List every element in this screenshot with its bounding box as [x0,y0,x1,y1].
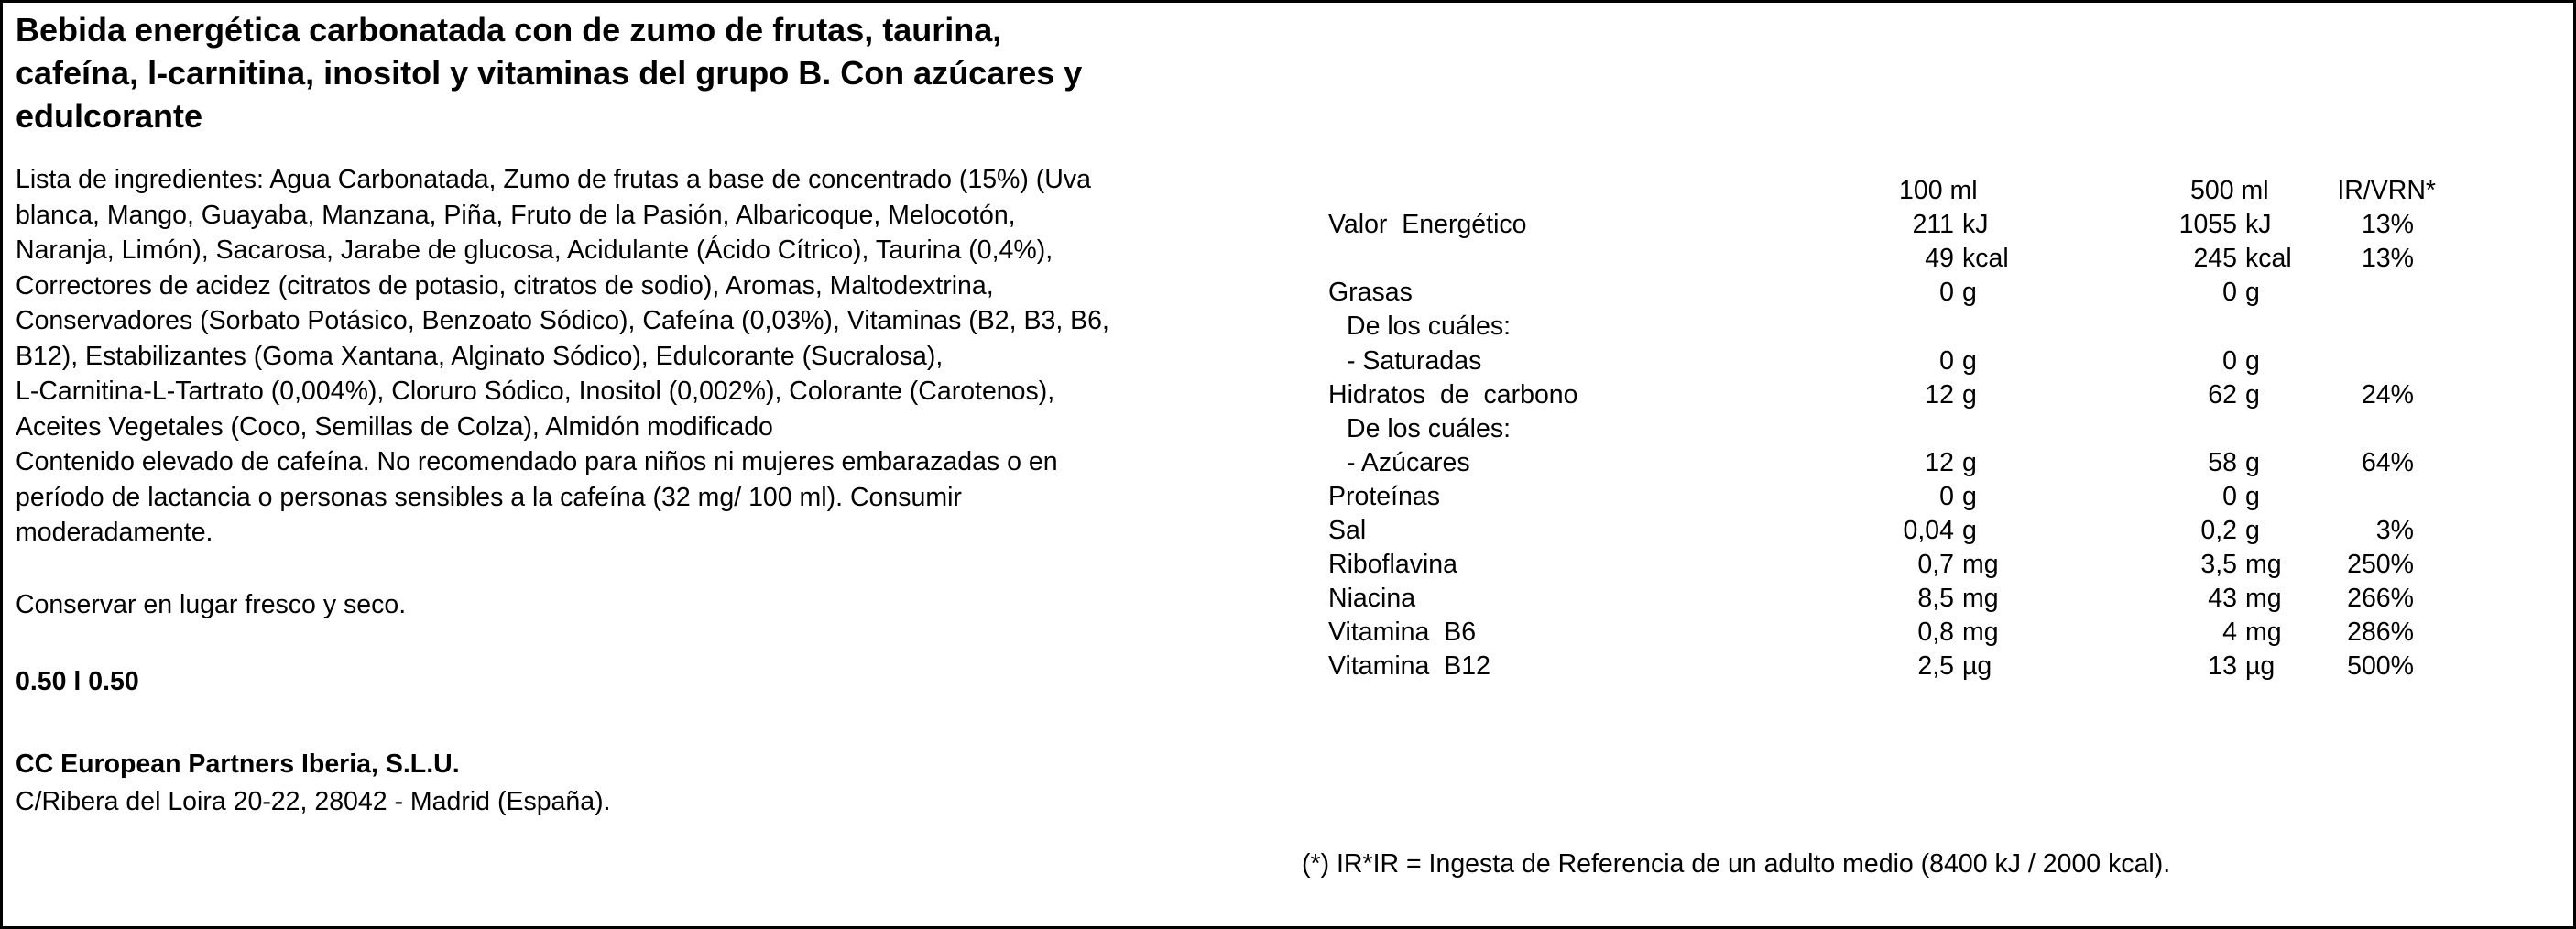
nutrient-ir: 250% [2347,550,2414,580]
column-header: IR/VRN* [2337,176,2436,205]
nutrient-au: g [1962,481,1977,511]
nutrient-label: Grasas [1328,278,1413,308]
nutrient-a: 0,8 [1917,618,1954,648]
nutrient-au: mg [1962,618,1999,648]
ingredients-line: Lista de ingredientes: Agua Carbonatada,… [16,165,1091,194]
nutrient-label: - Saturadas [1347,345,1482,376]
nutrient-b: 3,5 [2200,550,2237,580]
ingredients-line: Aceites Vegetales (Coco, Semillas de Col… [16,411,773,442]
nutrient-a: 2,5 [1917,651,1954,682]
nutrient-label: Valor Energético [1328,210,1527,240]
nutrient-b: 0 [2222,345,2237,376]
warning-line: moderadamente. [16,518,213,547]
nutrient-bu: g [2245,516,2260,545]
nutrient-label: Sal [1328,516,1367,545]
nutrient-a: 0 [1939,345,1954,376]
nutrient-label: Riboflavina [1328,550,1457,580]
nutrient-b: 43 [2208,584,2237,614]
ingredients-line: Naranja, Limón), Sacarosa, Jarabe de glu… [16,235,1053,265]
nutrient-bu: mg [2245,584,2282,614]
nutrient-bu: kcal [2245,244,2292,274]
ingredients-line: Conservadores (Sorbato Potásico, Benzoat… [16,306,1109,335]
nutrient-bu: mg [2245,550,2282,580]
nutrient-label: Proteínas [1328,481,1440,511]
nutrient-bu: g [2245,345,2260,376]
nutrient-a: 0,04 [1903,516,1954,545]
title-line: Bebida energética carbonatada con de zum… [16,11,1002,49]
nutrient-bu: kJ [2245,210,2272,240]
nutrient-au: g [1962,516,1977,545]
nutrient-au: µg [1962,651,1992,682]
nutrient-au: kcal [1962,244,2009,274]
nutrient-label: Vitamina B12 [1328,651,1490,682]
nutrient-label: Niacina [1328,584,1416,614]
nutrient-label: Hidratos de carbono [1328,379,1578,410]
nutrient-au: mg [1962,584,1999,614]
nutrient-b: 0 [2222,278,2237,308]
warning: Contenido elevado de cafeína. No recomen… [16,444,1058,551]
nutrient-b: 13 [2208,651,2237,682]
storage: Conservar en lugar fresco y seco. [16,590,407,619]
nutrient-ir: 266% [2347,584,2414,614]
nutrient-bu: µg [2245,651,2276,682]
warning-line: Contenido elevado de cafeína. No recomen… [16,447,1058,476]
nutrient-bu: g [2245,481,2260,511]
nutrient-au: g [1962,447,1977,477]
nutrient-ir: 13% [2361,210,2414,240]
nutrient-label: - Azúcares [1347,447,1470,477]
nutrient-b: 1055 [2178,210,2237,240]
nutrient-b: 245 [2193,244,2237,274]
nutrient-ir: 24% [2361,379,2414,410]
nutrient-au: g [1962,278,1977,308]
nutrient-bu: g [2245,447,2260,477]
title-line: edulcorante [16,97,203,135]
nutrient-b: 4 [2222,618,2237,648]
nutrient-bu: mg [2245,618,2282,648]
product-title: Bebida energética carbonatada con de zum… [16,8,1082,137]
ingredients-line: blanca, Mango, Guayaba, Manzana, Piña, F… [16,200,1016,230]
nutrient-b: 0,2 [2200,516,2237,545]
nutrient-bu: g [2245,278,2260,308]
nutrient-label: Vitamina B6 [1328,618,1477,648]
ingredients-line: B12), Estabilizantes (Goma Xantana, Algi… [16,341,944,371]
nutrient-b: 62 [2208,379,2237,410]
nutrient-ir: 13% [2361,244,2414,274]
warning-line: período de lactancia o personas sensible… [16,482,962,512]
company-address: C/Ribera del Loira 20-22, 28042 - Madrid… [16,787,611,816]
nutrient-ir: 500% [2347,651,2414,682]
nutrient-au: mg [1962,550,1999,580]
nutrient-a: 49 [1925,244,1954,274]
nutrient-bu: g [2245,379,2260,410]
nutrient-ir: 3% [2375,516,2414,545]
quantity: 0.50 l 0.50 [16,667,139,696]
nutrient-a: 211 [1912,210,1954,240]
company-name: CC European Partners Iberia, S.L.U. [16,749,460,779]
nutrient-au: g [1962,379,1977,410]
footnote: (*) IR*IR = Ingesta de Referencia de un … [1302,849,2171,879]
nutrient-label: De los cuáles: [1347,413,1512,443]
nutrient-ir: 286% [2347,618,2414,648]
nutrient-a: 0 [1939,278,1954,308]
nutrient-a: 0,7 [1917,550,1954,580]
nutrient-a: 0 [1939,481,1954,511]
nutrient-ir: 64% [2361,447,2414,477]
nutrient-au: g [1962,345,1977,376]
nutrient-au: kJ [1962,210,1989,240]
ingredients-line: Correctores de acidez (citratos de potas… [16,270,994,301]
column-header: 100 ml [1899,176,1978,205]
ingredients-line: L-Carnitina-L-Tartrato (0,004%), Cloruro… [16,377,1055,406]
title-line: cafeína, l-carnitina, inositol y vitamin… [16,54,1083,92]
nutrient-b: 58 [2208,447,2237,477]
nutrient-a: 12 [1925,447,1954,477]
ingredients: Lista de ingredientes: Agua Carbonatada,… [16,162,1109,444]
nutrient-a: 12 [1925,379,1954,410]
nutrient-label: De los cuáles: [1347,311,1512,342]
nutrient-a: 8,5 [1917,584,1954,614]
nutrient-b: 0 [2222,481,2237,511]
column-header: 500 ml [2190,176,2269,205]
